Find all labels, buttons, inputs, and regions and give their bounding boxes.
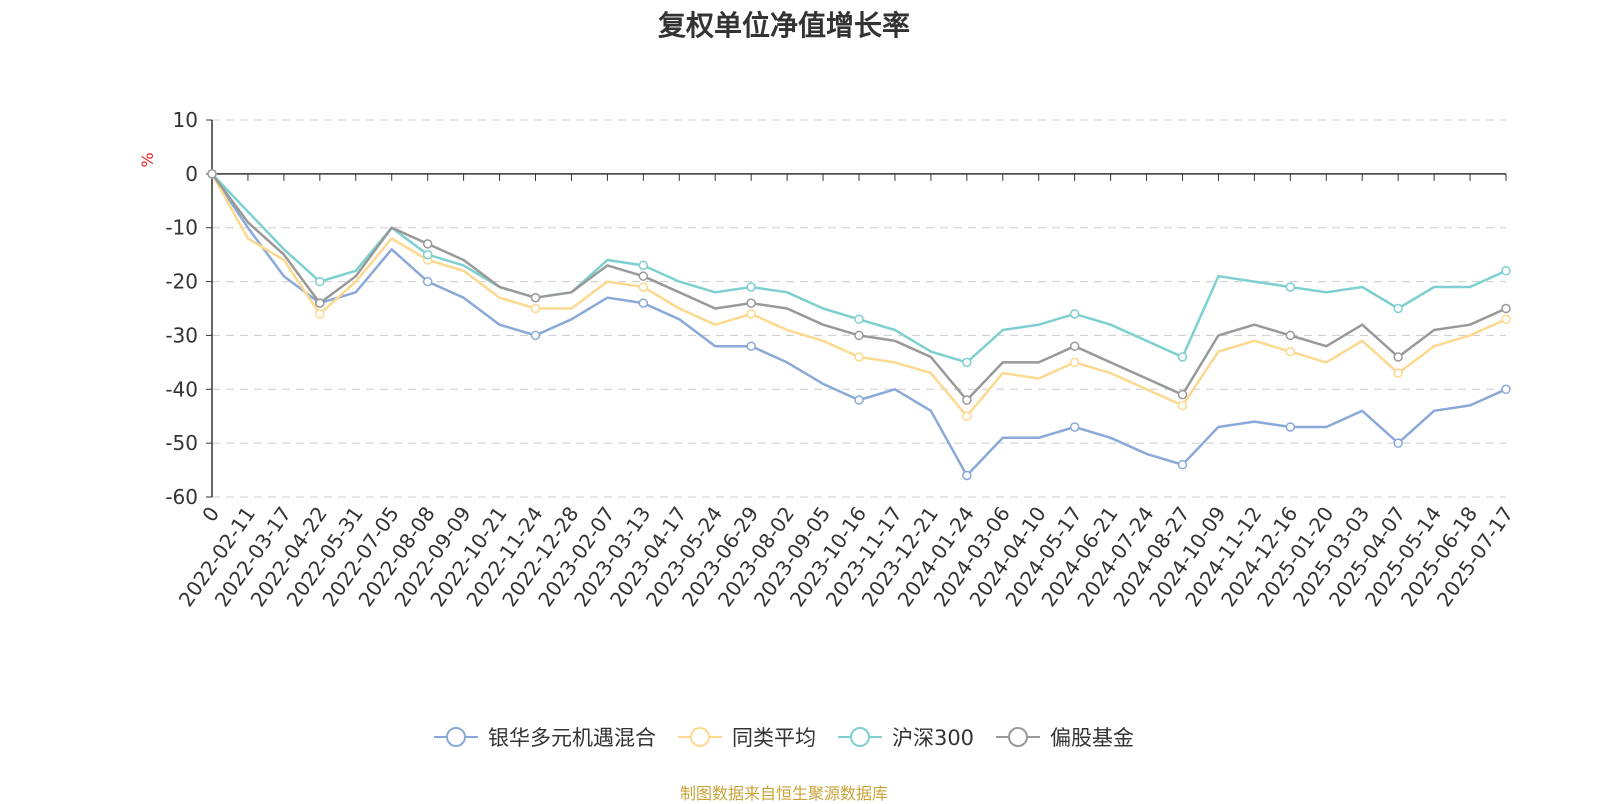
legend-item[interactable]: 银华多元机遇混合 xyxy=(433,722,656,752)
series-point xyxy=(1501,314,1511,325)
series-point xyxy=(315,298,325,308)
legend-swatch xyxy=(996,727,1041,747)
series-point xyxy=(1177,352,1188,362)
series-point xyxy=(1285,282,1296,292)
series-point xyxy=(1393,352,1403,362)
series-point xyxy=(962,411,972,421)
series-point xyxy=(422,249,433,260)
series-point xyxy=(1069,357,1080,368)
series-point xyxy=(207,169,217,179)
series-point xyxy=(1285,346,1296,357)
legend-item[interactable]: 偏股基金 xyxy=(996,722,1134,752)
data-source-footer: 制图数据来自恒生聚源数据库 xyxy=(679,784,888,803)
series-point xyxy=(638,282,649,292)
series-point xyxy=(315,309,325,319)
series-line xyxy=(210,173,1507,477)
legend-item[interactable]: 沪深300 xyxy=(837,722,975,752)
series-point xyxy=(1501,266,1511,276)
series-point xyxy=(1177,459,1188,470)
legend-label: 沪深300 xyxy=(891,726,975,750)
series-point xyxy=(638,271,649,281)
series-point xyxy=(746,309,756,319)
series-point xyxy=(854,395,864,405)
legend-item[interactable]: 同类平均 xyxy=(677,722,816,752)
legend[interactable]: 银华多元机遇混合 同类平均 沪深300 偏股基金 xyxy=(0,722,1568,752)
x-tick-label: 0 xyxy=(197,502,224,526)
series-line xyxy=(210,173,1507,402)
y-tick-label: -30 xyxy=(165,323,198,347)
series-point xyxy=(1393,368,1403,378)
series-point xyxy=(638,298,649,308)
chart-title: 复权单位净值增长率 xyxy=(657,9,910,42)
series-point xyxy=(1177,389,1188,400)
y-tick-label: -10 xyxy=(165,216,198,240)
series-point xyxy=(315,276,325,287)
series-point xyxy=(1393,438,1403,448)
y-tick-label: 10 xyxy=(173,108,198,132)
y-tick-label: -60 xyxy=(165,485,198,509)
legend-swatch xyxy=(677,727,722,747)
series-point xyxy=(1285,330,1296,341)
line-chart: 100-10-20-30-40-50-6002022-02-112022-03-… xyxy=(138,108,1518,611)
legend-label: 偏股基金 xyxy=(1050,726,1135,750)
series-line xyxy=(210,173,1507,418)
series-point xyxy=(962,395,972,405)
series-point xyxy=(638,260,649,271)
series-point xyxy=(854,314,864,325)
series-point xyxy=(530,330,541,341)
series-point xyxy=(1069,422,1080,432)
series-point xyxy=(422,276,433,287)
series-point xyxy=(962,470,972,481)
series-point xyxy=(1501,384,1511,395)
y-tick-label: -20 xyxy=(165,270,198,294)
series-point xyxy=(530,303,541,314)
series-point xyxy=(530,292,541,303)
series-point xyxy=(854,352,864,362)
series-point xyxy=(854,330,864,341)
y-tick-label: -50 xyxy=(165,431,198,455)
y-axis-label: % xyxy=(138,152,157,167)
legend-swatch xyxy=(837,727,882,747)
series-point xyxy=(1069,341,1080,351)
series-point xyxy=(962,357,972,368)
legend-swatch xyxy=(433,727,478,747)
series-point xyxy=(1393,303,1403,314)
series-point xyxy=(422,239,433,249)
y-tick-label: 0 xyxy=(185,162,198,186)
series-point xyxy=(1285,422,1296,432)
y-tick-label: -40 xyxy=(165,377,198,401)
series-point xyxy=(1501,303,1511,314)
series-point xyxy=(746,341,756,351)
legend-label: 银华多元机遇混合 xyxy=(487,726,656,750)
series-point xyxy=(746,282,756,292)
series-point xyxy=(746,298,756,308)
legend-label: 同类平均 xyxy=(731,726,816,750)
series-point xyxy=(1177,400,1188,411)
series-point xyxy=(1069,309,1080,319)
series-layer xyxy=(207,169,1511,481)
